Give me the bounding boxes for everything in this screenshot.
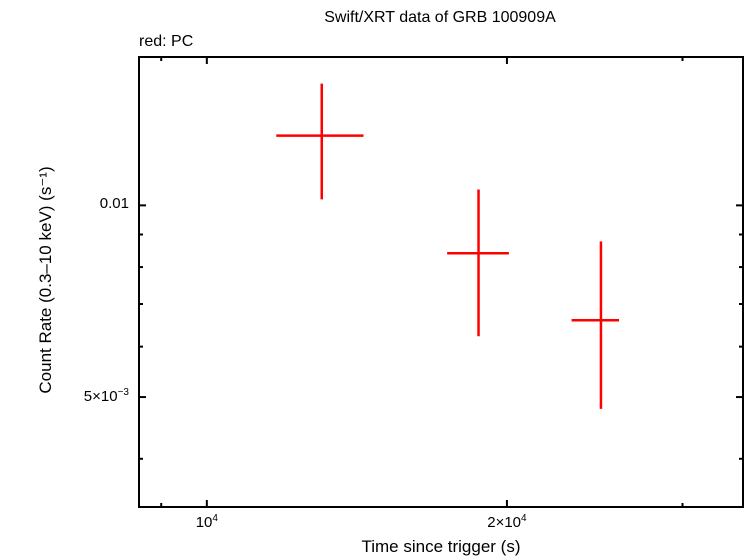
data-series-pc: [276, 83, 620, 409]
axes-box: [138, 56, 744, 508]
x-axis-label: Time since trigger (s): [361, 537, 521, 556]
data-point: [276, 83, 364, 200]
plot-frame: [138, 56, 744, 508]
data-point: [447, 189, 509, 337]
chart-title: Swift/XRT data of GRB 100909A: [324, 9, 556, 26]
x-tick-label: 104: [195, 513, 218, 531]
x-tick-label: 2×104: [487, 513, 527, 531]
chart-subtitle: red: PC: [139, 33, 194, 50]
data-point: [571, 241, 620, 409]
y-tick-label: 0.01: [99, 195, 129, 213]
y-tick-label: 5×10−3: [83, 387, 129, 406]
axis-ticks: [139, 57, 743, 507]
